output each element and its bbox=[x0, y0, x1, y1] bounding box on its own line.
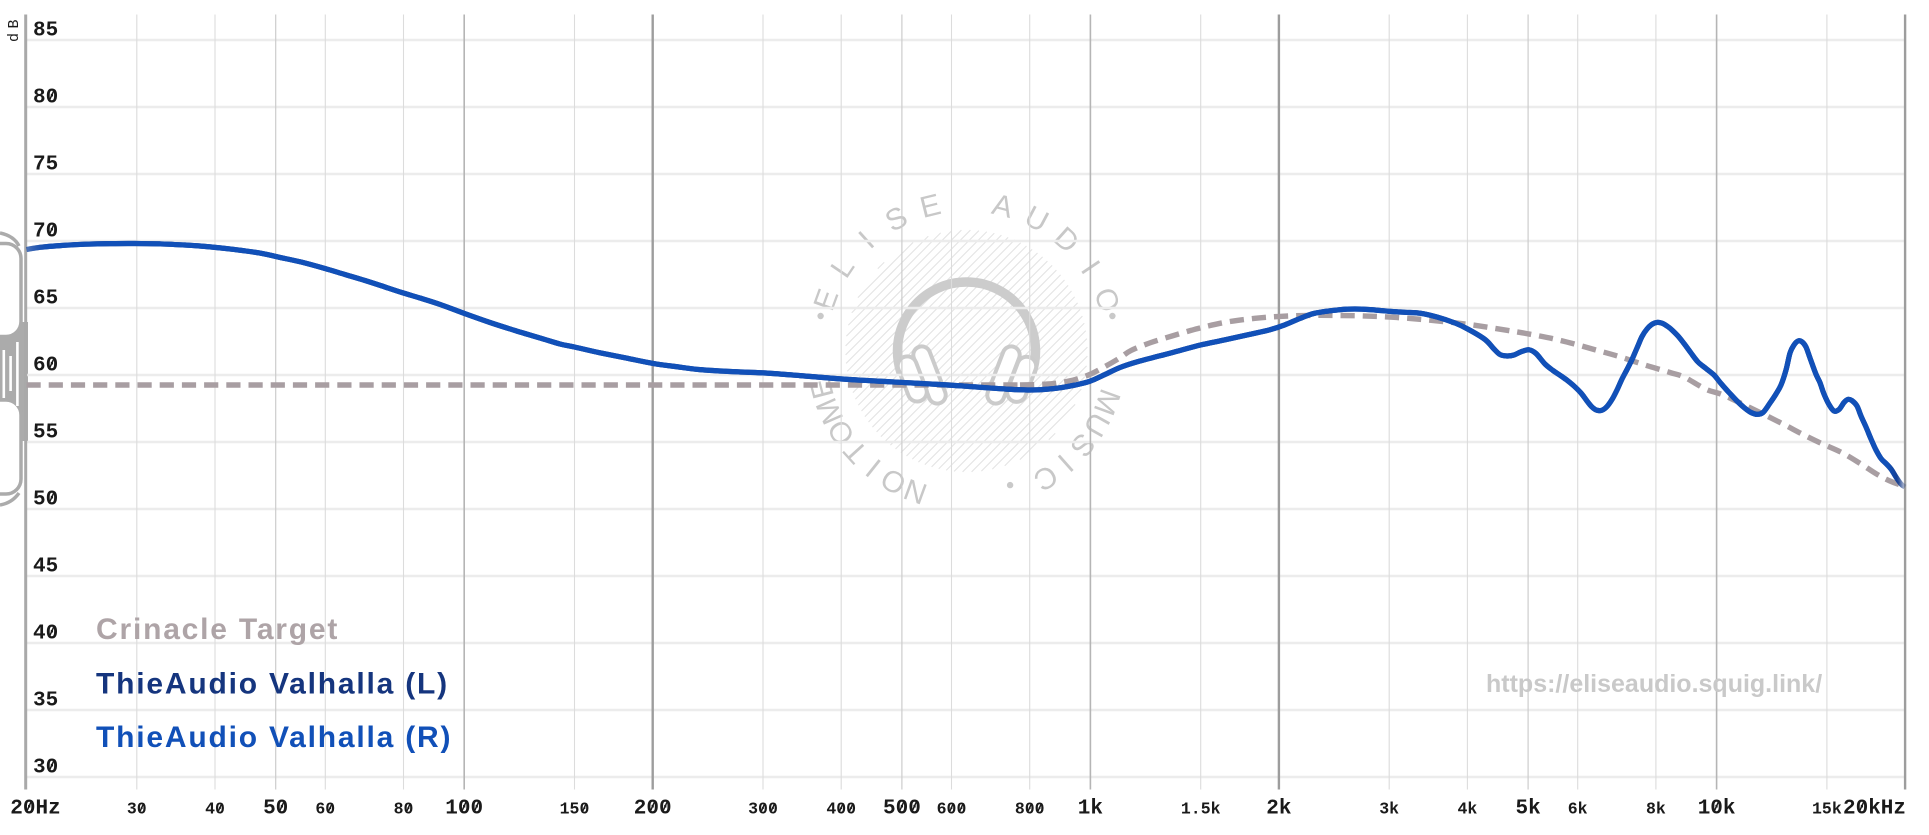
svg-text:3k: 3k bbox=[1379, 800, 1399, 819]
svg-text:30: 30 bbox=[127, 800, 147, 819]
svg-text:75: 75 bbox=[33, 154, 58, 177]
svg-text:20kHz: 20kHz bbox=[1843, 798, 1906, 821]
svg-text:20Hz: 20Hz bbox=[10, 798, 60, 821]
svg-text:4k: 4k bbox=[1457, 800, 1477, 819]
svg-text:Crinacle Target: Crinacle Target bbox=[96, 613, 339, 646]
svg-text:60: 60 bbox=[33, 355, 58, 378]
svg-text:150: 150 bbox=[560, 800, 590, 819]
svg-text:dB: dB bbox=[6, 15, 23, 42]
svg-text:30: 30 bbox=[33, 757, 58, 780]
svg-text:50: 50 bbox=[263, 798, 288, 821]
svg-text:45: 45 bbox=[33, 556, 58, 579]
svg-text:ThieAudio Valhalla (R): ThieAudio Valhalla (R) bbox=[96, 721, 452, 754]
svg-text:40: 40 bbox=[33, 623, 58, 646]
svg-text:https://eliseaudio.squig.link/: https://eliseaudio.squig.link/ bbox=[1486, 670, 1822, 698]
svg-text:80: 80 bbox=[394, 800, 414, 819]
svg-text:8k: 8k bbox=[1646, 800, 1666, 819]
svg-text:60: 60 bbox=[315, 800, 335, 819]
svg-text:80: 80 bbox=[33, 87, 58, 110]
svg-text:70: 70 bbox=[33, 221, 58, 244]
svg-text:ThieAudio Valhalla (L): ThieAudio Valhalla (L) bbox=[96, 668, 449, 701]
svg-text:35: 35 bbox=[33, 690, 58, 713]
svg-text:1k: 1k bbox=[1078, 798, 1103, 821]
svg-text:10k: 10k bbox=[1698, 798, 1736, 821]
svg-text:200: 200 bbox=[634, 798, 672, 821]
svg-text:50: 50 bbox=[33, 489, 58, 512]
svg-text:5k: 5k bbox=[1515, 798, 1540, 821]
svg-text:6k: 6k bbox=[1568, 800, 1588, 819]
svg-text:100: 100 bbox=[445, 798, 483, 821]
svg-text:55: 55 bbox=[33, 422, 58, 445]
svg-text:1.5k: 1.5k bbox=[1181, 800, 1221, 819]
svg-text:85: 85 bbox=[33, 20, 58, 43]
svg-text:65: 65 bbox=[33, 288, 58, 311]
svg-text:15k: 15k bbox=[1812, 800, 1842, 819]
svg-text:500: 500 bbox=[883, 798, 921, 821]
svg-text:40: 40 bbox=[205, 800, 225, 819]
svg-text:2k: 2k bbox=[1266, 798, 1291, 821]
